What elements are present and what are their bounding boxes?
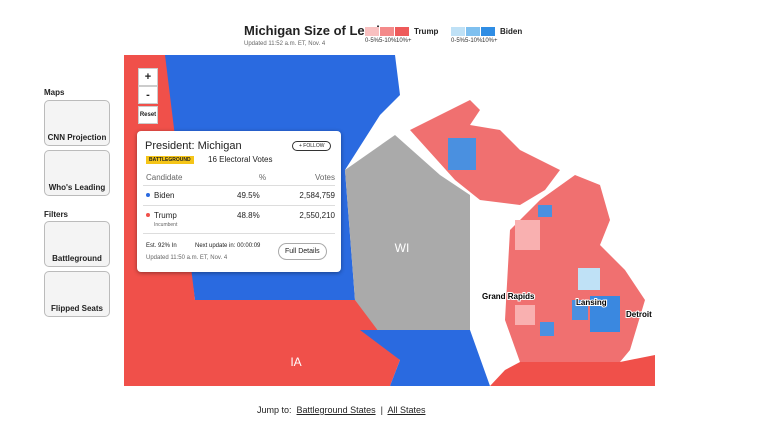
filter-button[interactable]: Flipped Seats	[44, 271, 110, 317]
footer: Jump to: Battleground States | All State…	[257, 405, 426, 415]
county	[540, 322, 554, 336]
label: CNN Projection	[47, 133, 107, 142]
candidate: Biden	[154, 191, 175, 200]
city-label: Detroit	[626, 310, 652, 319]
map-button[interactable]: Who's Leading	[44, 150, 110, 196]
col: Votes	[314, 173, 335, 182]
county	[515, 305, 535, 325]
county	[448, 138, 476, 170]
swatch	[466, 27, 480, 36]
filter-button[interactable]: Battleground	[44, 221, 110, 267]
popup-title: President: Michigan	[145, 140, 242, 152]
county	[590, 296, 620, 332]
legend-bin: 10%+	[482, 38, 498, 44]
label: Flipped Seats	[50, 304, 103, 313]
label: Battleground	[52, 254, 102, 263]
link[interactable]: All States	[387, 405, 426, 415]
heading: Filters	[44, 210, 69, 219]
county	[578, 268, 600, 290]
city-label: Lansing	[576, 298, 607, 307]
pct: 48.8%	[237, 211, 260, 220]
legend-bin: 5-10%	[465, 38, 483, 44]
separator: |	[380, 405, 383, 415]
legend-bin: 0-5%	[365, 38, 380, 44]
updated: Updated 11:50 a.m. ET, Nov. 4	[146, 255, 228, 261]
mi-upper	[410, 100, 560, 205]
votes: 2,550,210	[299, 211, 335, 220]
follow[interactable]: + FOLLOW	[292, 141, 332, 151]
est: Est. 92% In	[146, 243, 177, 249]
swatch	[365, 27, 379, 36]
col: Candidate	[146, 173, 183, 182]
next-update: Next update in: 00:00:09	[195, 243, 261, 249]
swatch	[380, 27, 394, 36]
legend-bin: 0-5%	[451, 38, 466, 44]
state-label: WI	[395, 241, 410, 255]
swatch	[395, 27, 409, 36]
legend-bin: 5-10%	[379, 38, 397, 44]
state-ia	[195, 300, 400, 386]
candidate: Trump	[154, 211, 177, 220]
county	[572, 300, 588, 320]
state-wi	[345, 135, 470, 330]
state-label: IA	[290, 355, 301, 369]
legend-bin: 10%+	[396, 38, 412, 44]
zoom-out[interactable]: -	[138, 86, 158, 104]
full-details[interactable]: Full Details	[278, 243, 327, 260]
subtitle: Updated 11:52 a.m. ET, Nov. 4	[244, 41, 326, 47]
votes: 2,584,759	[299, 191, 335, 200]
jump-label: Jump to:	[257, 405, 292, 415]
col: %	[259, 173, 267, 182]
state-il	[360, 330, 490, 386]
badge: BATTLEGROUND	[146, 156, 194, 164]
legend-name: Biden	[500, 27, 523, 36]
note: Incumbent	[154, 222, 178, 228]
zoom-in[interactable]: +	[138, 68, 158, 86]
link[interactable]: Battleground States	[296, 405, 376, 415]
swatch	[481, 27, 495, 36]
heading: Maps	[44, 88, 65, 97]
reset[interactable]: Reset	[138, 106, 158, 124]
label: Who's Leading	[48, 183, 106, 192]
county	[515, 220, 540, 250]
county	[538, 205, 552, 217]
city-label: Grand Rapids	[482, 292, 535, 301]
legend-name: Trump	[414, 27, 439, 36]
swatch	[451, 27, 465, 36]
pct: 49.5%	[237, 191, 260, 200]
electoral: 16 Electoral Votes	[208, 155, 273, 164]
popup: President: Michigan + FOLLOW BATTLEGROUN…	[137, 131, 341, 272]
map-button[interactable]: CNN Projection	[44, 100, 110, 146]
title: Michigan Size of Lead	[244, 23, 380, 38]
state-oh-in	[490, 355, 655, 386]
